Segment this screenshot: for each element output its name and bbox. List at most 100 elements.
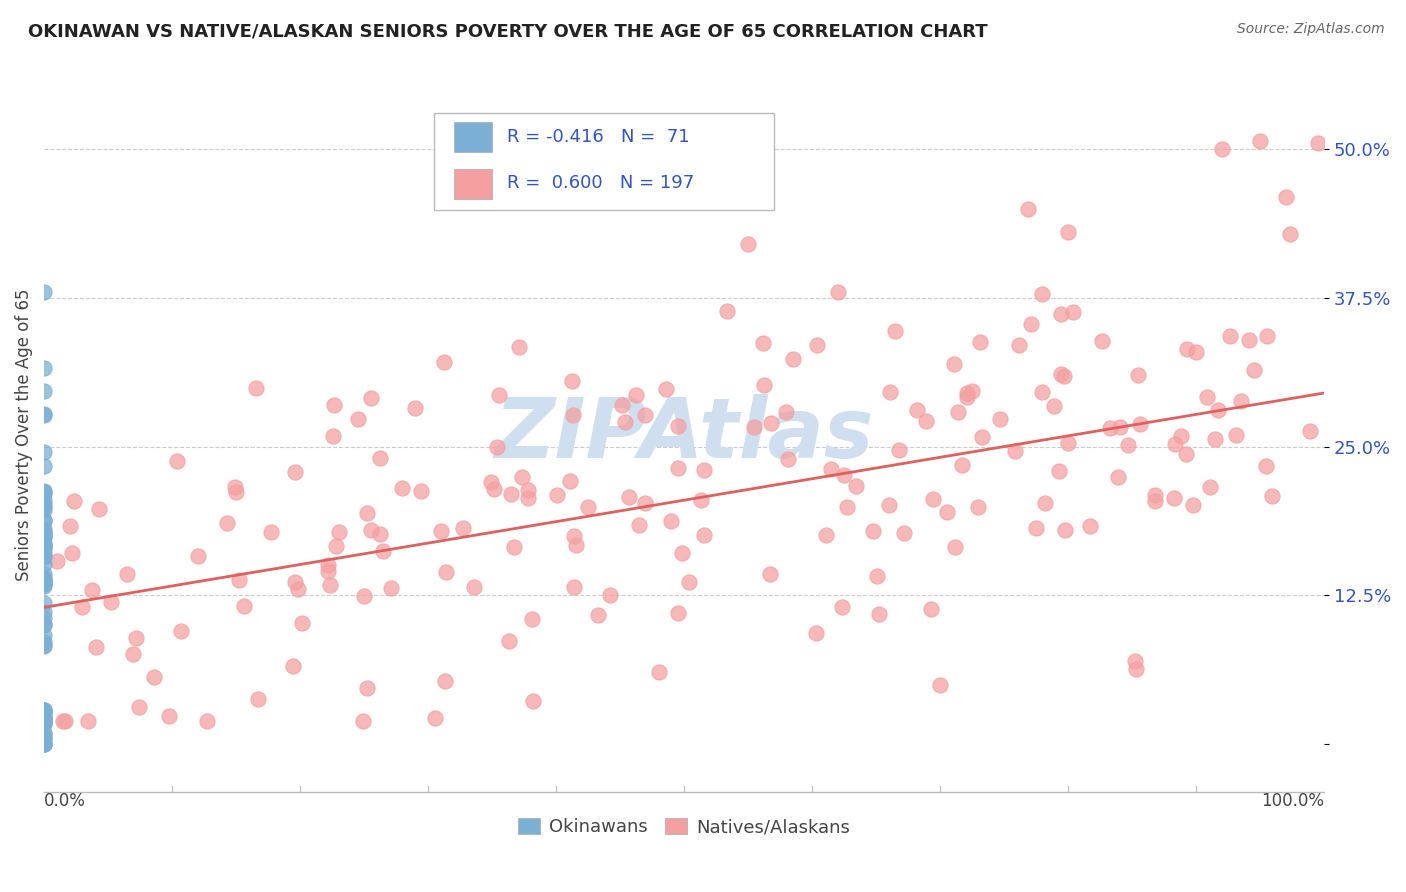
Point (678, 574, 700, 589)
Point (564, 529, 586, 543)
Point (1129, 417, 1152, 431)
Point (1091, 334, 1114, 348)
Point (827, 285, 849, 299)
Point (32, 595, 55, 609)
Point (648, 665, 671, 679)
Point (32, 526, 55, 541)
Point (260, 524, 283, 539)
Point (1078, 519, 1101, 533)
Point (433, 354, 456, 368)
Point (1021, 318, 1043, 332)
Point (1098, 421, 1121, 435)
Point (659, 514, 682, 528)
Point (32, 536, 55, 550)
Point (990, 411, 1012, 425)
Point (503, 540, 526, 554)
Point (356, 506, 378, 520)
Point (32, 703, 55, 717)
Point (32, 605, 55, 619)
Point (950, 458, 973, 473)
Point (360, 523, 382, 537)
Point (32, 616, 55, 631)
Point (32, 716, 55, 731)
Point (1254, 459, 1277, 474)
Point (80, 582, 103, 597)
Text: R =  0.600   N = 197: R = 0.600 N = 197 (508, 174, 695, 192)
Point (284, 465, 307, 479)
Point (1143, 488, 1166, 502)
Point (32, 714, 55, 728)
Point (409, 484, 432, 499)
Point (1109, 419, 1132, 434)
Point (380, 581, 402, 595)
Point (76, 714, 98, 728)
Point (322, 428, 344, 442)
Point (32, 549, 55, 564)
Point (247, 691, 270, 706)
Point (498, 634, 520, 648)
Point (32, 483, 55, 498)
Point (100, 595, 122, 609)
Point (1163, 491, 1185, 505)
Point (32, 529, 55, 543)
Point (599, 588, 621, 602)
Point (1249, 135, 1271, 149)
Point (617, 490, 640, 504)
Point (831, 599, 853, 614)
Point (1050, 307, 1073, 321)
Point (920, 602, 942, 616)
Point (806, 338, 828, 352)
Point (1031, 287, 1053, 301)
Point (371, 544, 394, 558)
Point (1182, 498, 1205, 512)
Point (32, 576, 55, 591)
Point (225, 484, 247, 499)
Point (1031, 385, 1053, 400)
Point (32, 717, 55, 731)
Point (32, 711, 55, 725)
Point (1047, 464, 1070, 478)
Point (1211, 142, 1233, 156)
Point (32, 730, 55, 744)
Point (122, 647, 145, 661)
Point (634, 496, 657, 510)
Point (1243, 363, 1265, 377)
Point (485, 440, 508, 454)
Point (32, 711, 55, 725)
Point (1004, 444, 1026, 458)
Point (352, 714, 374, 728)
Point (32, 571, 55, 585)
Point (1204, 432, 1226, 446)
Point (32, 285, 55, 299)
Point (522, 612, 544, 626)
Point (1175, 343, 1198, 357)
Point (32, 486, 55, 500)
Point (1057, 225, 1080, 239)
Point (1175, 447, 1198, 461)
Point (921, 491, 943, 506)
Point (32, 710, 55, 724)
Point (32, 575, 55, 590)
Point (115, 567, 138, 582)
Point (32, 514, 55, 528)
Point (125, 632, 148, 646)
Point (562, 408, 585, 422)
Point (1261, 489, 1284, 503)
Point (32, 576, 55, 591)
Point (287, 582, 309, 596)
Point (499, 486, 522, 500)
Point (32, 541, 55, 555)
Point (356, 681, 378, 696)
Point (32, 704, 55, 718)
Point (32, 726, 55, 740)
Point (1198, 480, 1220, 494)
Point (562, 580, 585, 594)
Point (32, 574, 55, 589)
Point (32, 575, 55, 590)
Point (806, 625, 828, 640)
Point (32, 384, 55, 398)
Point (32, 531, 55, 545)
Point (488, 387, 510, 401)
Point (52, 714, 75, 728)
Point (283, 659, 305, 673)
